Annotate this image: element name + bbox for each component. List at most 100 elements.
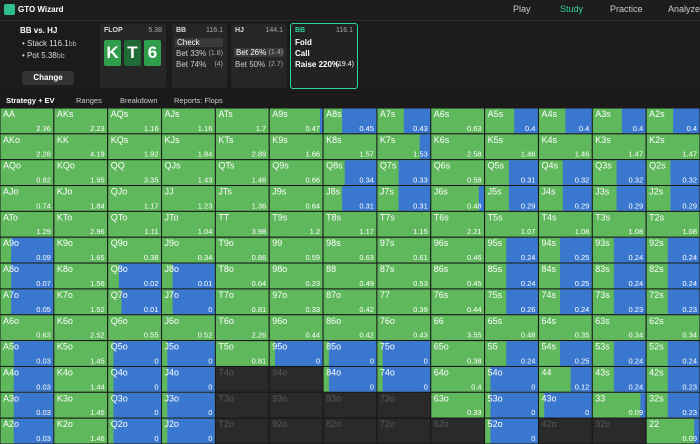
hand-cell[interactable]	[376, 262, 432, 290]
hand-cell[interactable]	[430, 210, 486, 238]
hand-cell[interactable]	[53, 133, 109, 161]
tab[interactable]: Breakdown	[120, 96, 158, 105]
hand-cell[interactable]	[430, 159, 486, 187]
hand-cell[interactable]	[268, 159, 324, 187]
option[interactable]: Fold	[295, 38, 312, 47]
hand-cell[interactable]	[214, 236, 270, 264]
hand-cell[interactable]	[322, 417, 378, 444]
nav-item[interactable]: Play	[513, 4, 531, 14]
option[interactable]: Call	[295, 49, 310, 58]
hand-cell[interactable]	[107, 210, 163, 238]
option[interactable]: Raise 220%	[295, 60, 340, 69]
hand-cell[interactable]	[214, 288, 270, 316]
tab[interactable]: Strategy + EV	[6, 96, 55, 105]
option[interactable]: Check	[175, 38, 223, 47]
hand-cell[interactable]	[53, 108, 109, 135]
hand-cell[interactable]	[430, 236, 486, 264]
hand-cell[interactable]	[268, 236, 324, 264]
hand-cell[interactable]	[0, 314, 55, 342]
tab[interactable]: Ranges	[76, 96, 102, 105]
bet-frequency	[616, 160, 646, 186]
action-box[interactable]: HJ 144.1 Bet 26% (1.4) Bet 50% (2.7)	[231, 24, 287, 88]
hand-label: T7s	[380, 212, 396, 222]
hand-cell[interactable]	[161, 314, 216, 342]
hand-cell[interactable]	[0, 210, 55, 238]
hand-cell[interactable]	[214, 210, 270, 238]
hand-cell[interactable]	[430, 108, 486, 135]
hand-cell[interactable]	[214, 159, 270, 187]
hand-cell[interactable]	[107, 236, 163, 264]
hand-cell[interactable]	[376, 417, 432, 444]
tab[interactable]: Reports: Flops	[174, 96, 223, 105]
hand-cell[interactable]	[430, 288, 486, 316]
bet-frequency	[121, 289, 162, 315]
hand-cell[interactable]	[537, 417, 593, 444]
option[interactable]: Bet 74%	[176, 60, 207, 69]
hand-cell[interactable]	[53, 288, 109, 316]
hand-cell[interactable]	[53, 314, 109, 342]
hand-cell[interactable]	[484, 133, 539, 161]
hand-cell[interactable]	[591, 391, 647, 419]
hand-cell[interactable]	[268, 262, 324, 290]
hand-cell[interactable]	[376, 236, 432, 264]
hand-cell[interactable]	[537, 314, 593, 342]
hand-cell[interactable]	[537, 133, 593, 161]
hand-cell[interactable]	[430, 365, 486, 393]
hand-cell[interactable]	[376, 391, 432, 419]
hand-cell[interactable]	[268, 365, 324, 393]
bet-frequency	[118, 263, 162, 289]
hand-cell[interactable]	[53, 340, 109, 367]
change-button[interactable]: Change	[22, 71, 74, 85]
hand-cell[interactable]	[53, 391, 109, 419]
hand-cell[interactable]	[268, 185, 324, 212]
hand-cell[interactable]	[322, 133, 378, 161]
hand-ev: 0	[154, 434, 158, 443]
hand-cell[interactable]	[376, 288, 432, 316]
hand-cell[interactable]	[107, 185, 163, 212]
hand-label: T5s	[488, 212, 504, 222]
hand-cell[interactable]	[107, 159, 163, 187]
hand-cell[interactable]	[268, 210, 324, 238]
hand-cell[interactable]	[322, 314, 378, 342]
action-box-active[interactable]: BB 116.1 Fold Call Raise 220% (19.4)	[290, 23, 358, 89]
hand-ev: 0	[154, 382, 158, 391]
nav-item[interactable]: Analyze	[668, 4, 700, 14]
hand-cell[interactable]	[591, 417, 647, 444]
hand-cell[interactable]	[214, 417, 270, 444]
hand-cell[interactable]	[591, 314, 647, 342]
hand-label: A3o	[3, 393, 19, 403]
nav-item[interactable]: Practice	[610, 4, 643, 14]
hand-cell[interactable]	[53, 210, 109, 238]
hand-cell[interactable]	[214, 185, 270, 212]
option[interactable]: Bet 50%	[235, 60, 266, 69]
hand-cell[interactable]	[322, 210, 378, 238]
option-size: (1.4)	[268, 49, 283, 56]
hand-cell[interactable]	[214, 262, 270, 290]
option[interactable]: Bet 26%	[234, 48, 284, 57]
hand-cell[interactable]	[268, 133, 324, 161]
hand-cell[interactable]	[53, 236, 109, 264]
hand-cell[interactable]	[161, 159, 216, 187]
hand-cell[interactable]	[322, 262, 378, 290]
hand-cell[interactable]	[214, 340, 270, 367]
hand-cell[interactable]	[645, 417, 700, 444]
hand-cell[interactable]	[214, 365, 270, 393]
action-box[interactable]: BB 116.1 Check Bet 33% (1.8) Bet 74% (4)	[172, 24, 227, 88]
hand-cell[interactable]	[268, 391, 324, 419]
option[interactable]: Bet 33%	[176, 49, 207, 58]
hand-cell[interactable]	[0, 185, 55, 212]
hand-cell[interactable]	[322, 391, 378, 419]
hand-ev: 0.49	[359, 279, 374, 288]
hand-cell[interactable]	[430, 133, 486, 161]
hand-cell[interactable]	[107, 108, 163, 135]
hand-ev: 0.43	[413, 331, 428, 340]
hand-label: K5s	[488, 135, 504, 145]
hand-cell[interactable]	[0, 159, 55, 187]
hand-ev: 1.46	[90, 434, 105, 443]
hand-cell[interactable]	[161, 108, 216, 135]
hand-cell[interactable]	[645, 210, 700, 238]
hand-cell[interactable]	[214, 314, 270, 342]
nav-item[interactable]: Study	[560, 4, 584, 14]
hand-cell[interactable]	[214, 391, 270, 419]
hand-cell[interactable]	[214, 133, 270, 161]
